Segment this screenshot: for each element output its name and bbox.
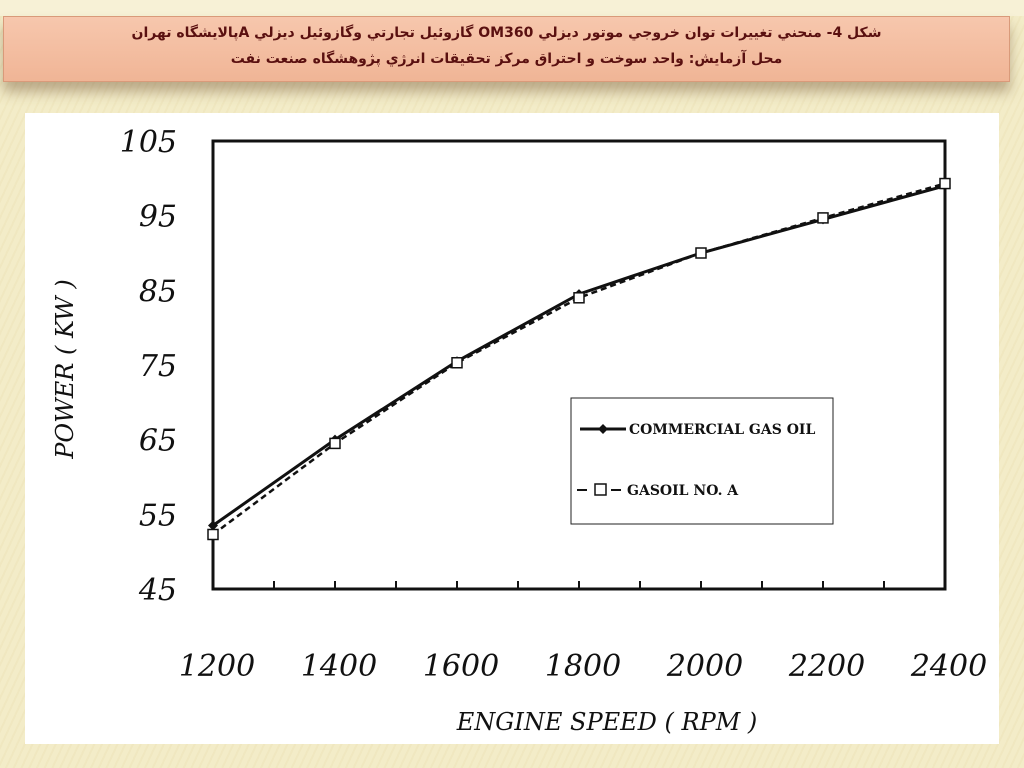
- y-tick-label: 105: [120, 125, 177, 160]
- x-axis-title: ENGINE SPEED ( RPM ): [456, 708, 758, 736]
- x-tick-label: 1400: [301, 649, 377, 684]
- commercial-gas-oil-point: [208, 520, 218, 531]
- y-tick-label: 65: [139, 424, 177, 459]
- legend-marker-commercial: [598, 424, 608, 434]
- title-banner: شکل 4- منحني تغييرات توان خروجي موتور دي…: [3, 16, 1010, 82]
- chart-panel: 105 95 85 75 65 55 45 1200 1400 1600 1800 2000 2200…: [25, 113, 999, 744]
- gasoil-no-a-point: [695, 247, 707, 259]
- caption-line-2: محل آزمايش: واحد سوخت و احتراق مرکز تحقي…: [230, 51, 783, 67]
- gasoil-no-a-point: [573, 292, 585, 304]
- gasoil-no-a-point: [817, 212, 829, 224]
- gasoil-no-a-point: [451, 357, 463, 369]
- gasoil-no-a-point: [939, 177, 951, 190]
- legend-box: [570, 397, 834, 525]
- y-tick-label: 45: [138, 573, 177, 608]
- y-tick-label: 55: [139, 498, 177, 533]
- gasoil-no-a-point: [207, 528, 219, 541]
- x-tick-label: 1200: [179, 649, 255, 684]
- legend-label-commercial: COMMERCIAL GAS OIL: [629, 422, 815, 438]
- x-tick-label: 2200: [788, 649, 865, 684]
- legend-marker-gasoil: [594, 483, 607, 496]
- y-tick-label: 95: [139, 200, 177, 235]
- gasoil-no-a-point: [329, 437, 341, 450]
- y-tick-label: 85: [139, 274, 177, 309]
- legend-label-gasoil: GASOIL NO. A: [627, 483, 739, 499]
- x-tick-label: 2000: [666, 649, 743, 684]
- x-tick-label: 2400: [910, 649, 987, 684]
- caption-line-1: شکل 4- منحني تغييرات توان خروجي موتور دي…: [131, 25, 882, 41]
- top-strip: [0, 0, 1024, 16]
- power-chart: 105 95 85 75 65 55 45 1200 1400 1600 1800 2000 2200…: [51, 125, 987, 736]
- x-tick-label: 1800: [545, 649, 621, 684]
- y-axis-title: POWER ( KW ): [51, 279, 79, 459]
- x-tick-label: 1600: [423, 649, 499, 684]
- y-tick-label: 75: [139, 349, 177, 384]
